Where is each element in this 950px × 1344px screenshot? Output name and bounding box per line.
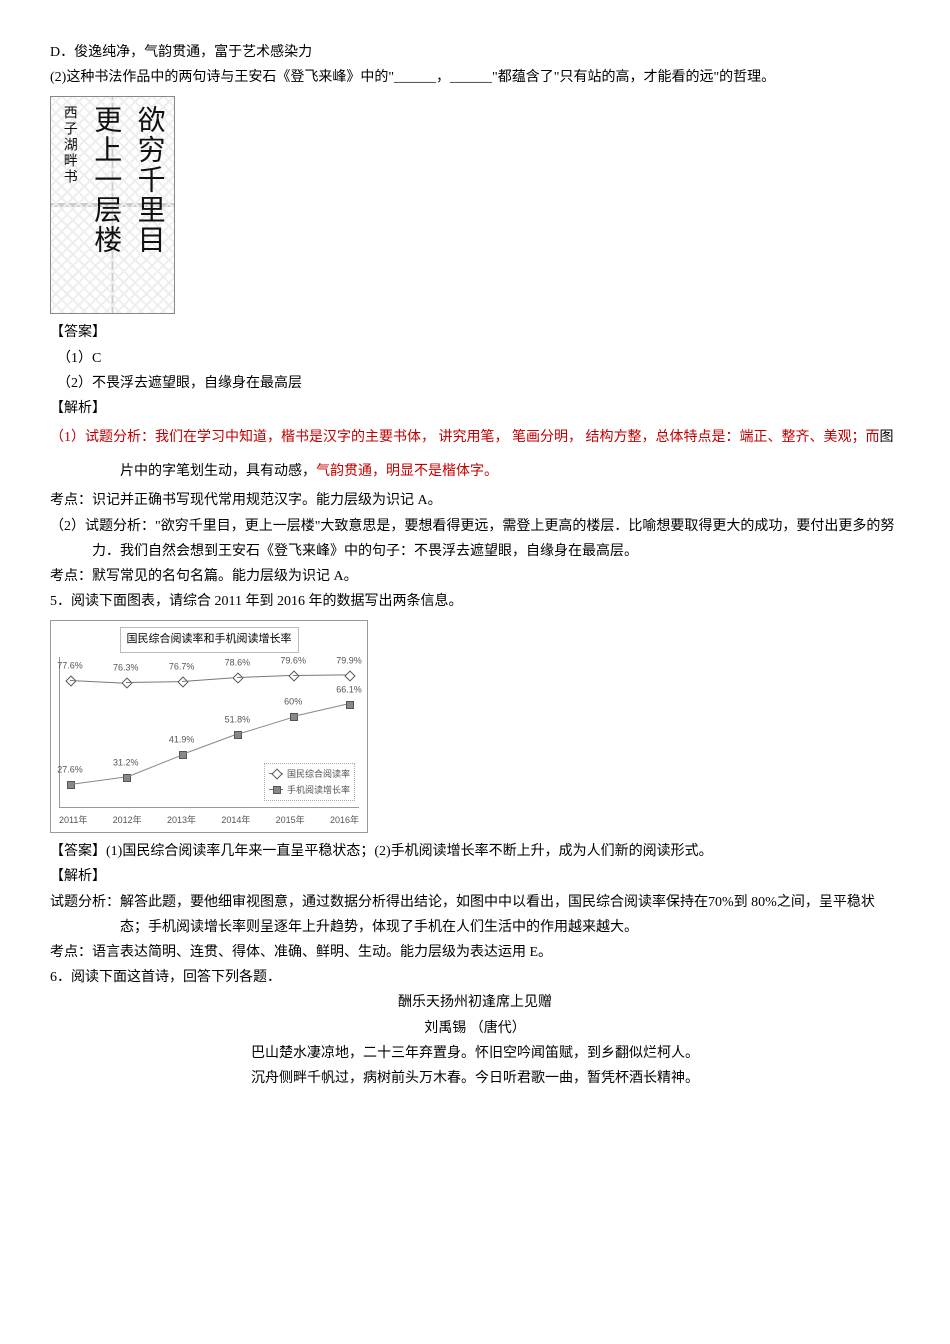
q5-explain: 试题分析：解答此题，要他细审视图意，通过数据分析得出结论，如图中中以看出，国民综…	[50, 890, 900, 940]
chart-line-segment	[293, 675, 349, 677]
chart-data-label: 76.3%	[113, 660, 139, 676]
calligraphy-image: 欲穷千里目 更上一层楼 西子湖畔书	[50, 96, 175, 314]
chart-x-axis: 2011年 2012年 2013年 2014年 2015年 2016年	[59, 810, 359, 828]
x-axis-label: 2011年	[59, 812, 87, 828]
q6-stem: 6．阅读下面这首诗，回答下列各题．	[50, 965, 900, 990]
chart-line-segment	[70, 777, 126, 786]
q2-kaodian-2: 考点：默写常见的名句名篇。能力层级为识记 A。	[50, 564, 900, 589]
x-axis-label: 2015年	[276, 812, 305, 828]
chart-data-label: 77.6%	[57, 657, 83, 673]
q2-part2-label: (2)	[50, 70, 66, 85]
chart-line-segment	[182, 677, 238, 682]
chart-data-label: 79.9%	[336, 652, 362, 668]
q2-answer-2: （2）不畏浮去遮望眼，自缘身在最高层	[57, 371, 900, 396]
chart-data-label: 27.6%	[57, 761, 83, 777]
legend-row-1: 国民综合阅读率	[269, 766, 350, 782]
chart-data-label: 51.8%	[225, 711, 251, 727]
poem-title: 酬乐天扬州初逢席上见赠	[50, 990, 900, 1015]
poem-author: 刘禹锡 （唐代）	[50, 1016, 900, 1041]
chart-data-label: 79.6%	[280, 653, 306, 669]
q2-explain1-label: （1）试题分析：	[50, 430, 155, 445]
q2-answer-header: 【答案】	[50, 320, 900, 345]
poem-line-2: 沉舟侧畔千帆过，病树前头万木春。今日听君歌一曲，暂凭杯酒长精神。	[50, 1066, 900, 1091]
q5-stem: 5．阅读下面图表，请综合 2011 年到 2016 年的数据写出两条信息。	[50, 589, 900, 614]
option-d: D．俊逸纯净，气韵贯通，富于艺术感染力	[50, 40, 900, 65]
legend-label-1: 国民综合阅读率	[287, 766, 350, 782]
chart-data-point	[121, 678, 132, 689]
q2-explain1-b: 楷书是汉字的主要书体， 讲究用笔， 笔画分明， 结构方整，总体特点是：端正、整齐…	[281, 430, 880, 445]
calligraphy-col-3: 西子湖畔书	[61, 105, 76, 305]
x-axis-label: 2016年	[330, 812, 359, 828]
legend-label-2: 手机阅读增长率	[287, 782, 350, 798]
q2-kaodian-1: 考点：识记并正确书写现代常用规范汉字。能力层级为识记 A。	[50, 488, 900, 513]
chart-line-segment	[70, 680, 126, 684]
x-axis-label: 2012年	[113, 812, 142, 828]
chart-data-point	[344, 670, 355, 681]
q2-part2: (2)这种书法作品中的两句诗与王安石《登飞来峰》中的"______，______…	[50, 65, 900, 90]
chart-data-point	[289, 671, 300, 682]
q5-explain-header: 【解析】	[50, 864, 900, 889]
legend-row-2: 手机阅读增长率	[269, 782, 350, 798]
q2-explain-1: （1）试题分析：我们在学习中知道，楷书是汉字的主要书体， 讲究用笔， 笔画分明，…	[50, 421, 900, 488]
chart-legend: 国民综合阅读率 手机阅读增长率	[264, 763, 355, 801]
chart-data-label: 78.6%	[225, 655, 251, 671]
chart-data-point	[177, 677, 188, 688]
option-d-label: D．	[50, 45, 74, 60]
legend-marker-diamond	[269, 773, 283, 774]
x-axis-label: 2014年	[221, 812, 250, 828]
chart-data-label: 41.9%	[169, 732, 195, 748]
x-axis-label: 2013年	[167, 812, 196, 828]
poem-line-1: 巴山楚水凄凉地，二十三年弃置身。怀旧空吟闻笛赋，到乡翻似烂柯人。	[50, 1041, 900, 1066]
option-d-text: 俊逸纯净，气韵贯通，富于艺术感染力	[74, 45, 312, 60]
q2-answer-1: （1）C	[57, 346, 900, 371]
q5-answer: 【答案】(1)国民综合阅读率几年来一直呈平稳状态；(2)手机阅读增长率不断上升，…	[50, 839, 900, 864]
chart-data-label: 76.7%	[169, 659, 195, 675]
calligraphy-col-2: 更上一层楼	[89, 105, 120, 305]
q2-part2-text: 这种书法作品中的两句诗与王安石《登飞来峰》中的"______，______"都蕴…	[66, 70, 775, 85]
q5-answer-text: (1)国民综合阅读率几年来一直呈平稳状态；(2)手机阅读增长率不断上升，成为人们…	[106, 844, 713, 859]
chart-plot-area: 国民综合阅读率 手机阅读增长率 77.6%76.3%76.7%78.6%79.6…	[59, 657, 359, 808]
chart-line-segment	[126, 681, 182, 683]
chart-data-point	[233, 673, 244, 684]
chart-data-label: 60%	[284, 694, 302, 710]
chart-line-segment	[237, 675, 293, 678]
q2-explain-2: （2）试题分析："欲穷千里目，更上一层楼"大致意思是，要想看得更远，需登上更高的…	[50, 514, 900, 564]
q2-explain1-a: 我们在学习中知道，	[155, 430, 281, 445]
calligraphy-col-1: 欲穷千里目	[133, 105, 164, 305]
chart-data-label: 66.1%	[336, 681, 362, 697]
reading-rate-chart: 国民综合阅读率和手机阅读增长率 国民综合阅读率 手机阅读增长率 77.6% 76.…	[50, 620, 368, 833]
chart-data-point	[67, 781, 75, 789]
q2-explain1-d: 气韵贯通，明显不是楷体字。	[316, 464, 498, 479]
chart-data-point	[346, 701, 354, 709]
chart-title: 国民综合阅读率和手机阅读增长率	[120, 627, 299, 653]
q5-answer-header: 【答案】	[50, 844, 106, 859]
chart-data-label: 31.2%	[113, 754, 139, 770]
legend-marker-square	[269, 789, 283, 790]
q2-explain-header: 【解析】	[50, 396, 900, 421]
q5-kaodian: 考点：语言表达简明、连贯、得体、准确、鲜明、生动。能力层级为表达运用 E。	[50, 940, 900, 965]
